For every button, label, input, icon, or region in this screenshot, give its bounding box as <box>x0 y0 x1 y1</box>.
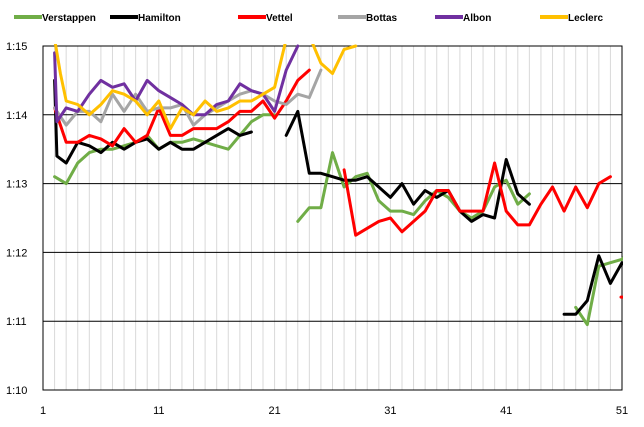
legend-item-verstappen: Verstappen <box>14 13 96 24</box>
series-line-leclerc <box>311 44 358 75</box>
plot-border <box>42 45 623 391</box>
series-line-verstappen <box>574 256 623 327</box>
plot-area-frame <box>42 45 623 391</box>
x-tick-label: 31 <box>384 405 396 417</box>
x-tick-label: 41 <box>500 405 512 417</box>
y-tick-label: 1:14 <box>6 110 27 122</box>
legend-label: Leclerc <box>568 13 603 24</box>
series-line-albon <box>53 44 300 124</box>
series-line-hamilton <box>284 109 531 223</box>
legend-label: Bottas <box>366 13 398 24</box>
x-tick-label: 11 <box>153 405 164 417</box>
series-line-hamilton <box>562 254 623 316</box>
legend-item-albon: Albon <box>435 13 491 24</box>
y-tick-label: 1:13 <box>6 179 27 191</box>
y-tick-label: 1:15 <box>6 41 27 53</box>
legend-item-bottas: Bottas <box>338 13 398 24</box>
series-line-vettel <box>53 68 311 148</box>
x-tick-label: 1 <box>40 405 46 417</box>
legend-item-hamilton: Hamilton <box>110 13 181 24</box>
legend-label: Albon <box>463 13 491 24</box>
legend-item-leclerc: Leclerc <box>540 13 603 24</box>
x-tick-labels: 1 11 21 31 41 51 <box>40 405 628 417</box>
series-lines <box>53 44 623 327</box>
legend: Verstappen Hamilton Vettel Bottas Albon Lecle… <box>14 13 603 24</box>
y-tick-label: 1:11 <box>6 316 27 328</box>
y-tick-label: 1:10 <box>6 385 27 397</box>
series-line-vettel <box>342 161 612 237</box>
legend-label: Vettel <box>266 13 293 24</box>
x-tick-label: 21 <box>268 405 280 417</box>
y-tick-label: 1:12 <box>6 247 27 259</box>
legend-label: Verstappen <box>42 13 96 24</box>
x-tick-label: 51 <box>616 405 628 417</box>
legend-label: Hamilton <box>138 13 181 24</box>
series-line-verstappen <box>296 151 531 223</box>
legend-item-vettel: Vettel <box>238 13 293 24</box>
y-tick-labels: 1:10 1:11 1:12 1:13 1:14 1:15 <box>6 41 27 397</box>
series-line-leclerc <box>53 44 287 131</box>
